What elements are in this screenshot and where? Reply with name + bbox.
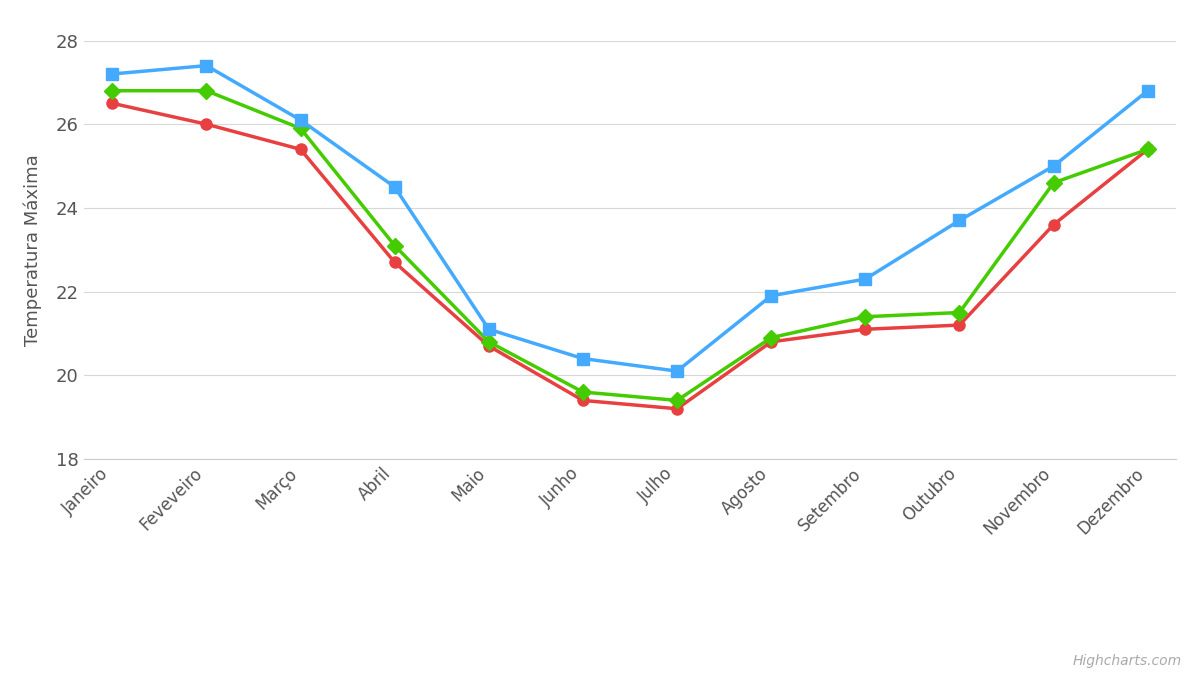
1961 – 1990 xyxy=(1140,145,1154,153)
1931 – 1960 xyxy=(1046,221,1061,229)
1931 – 1960 xyxy=(858,325,872,333)
1991 – 2020 xyxy=(106,70,120,78)
1931 – 1960 xyxy=(1140,145,1154,153)
1991 – 2020 xyxy=(953,217,967,225)
1961 – 1990 xyxy=(1046,179,1061,187)
1961 – 1990 xyxy=(199,86,214,95)
1991 – 2020 xyxy=(670,367,684,375)
1961 – 1990 xyxy=(576,388,590,396)
1961 – 1990 xyxy=(481,338,496,346)
1991 – 2020 xyxy=(199,61,214,70)
1991 – 2020 xyxy=(1046,162,1061,170)
1931 – 1960 xyxy=(388,259,402,267)
1961 – 1990 xyxy=(858,313,872,321)
1991 – 2020 xyxy=(293,116,307,124)
1931 – 1960 xyxy=(953,321,967,329)
1961 – 1990 xyxy=(764,333,779,342)
Text: Highcharts.com: Highcharts.com xyxy=(1073,654,1182,668)
1991 – 2020 xyxy=(576,354,590,362)
1931 – 1960 xyxy=(106,99,120,107)
1961 – 1990 xyxy=(106,86,120,95)
1991 – 2020 xyxy=(858,275,872,283)
Y-axis label: Temperatura Máxima: Temperatura Máxima xyxy=(23,154,42,346)
Line: 1991 – 2020: 1991 – 2020 xyxy=(107,60,1153,377)
Line: 1961 – 1990: 1961 – 1990 xyxy=(107,85,1153,406)
1961 – 1990 xyxy=(953,308,967,317)
Line: 1931 – 1960: 1931 – 1960 xyxy=(107,98,1153,414)
1931 – 1960 xyxy=(764,338,779,346)
1991 – 2020 xyxy=(764,292,779,300)
1931 – 1960 xyxy=(576,396,590,404)
1931 – 1960 xyxy=(199,120,214,128)
1931 – 1960 xyxy=(481,342,496,350)
1961 – 1990 xyxy=(293,124,307,132)
1991 – 2020 xyxy=(481,325,496,333)
1991 – 2020 xyxy=(1140,86,1154,95)
1961 – 1990 xyxy=(388,242,402,250)
1931 – 1960 xyxy=(293,145,307,153)
1991 – 2020 xyxy=(388,183,402,191)
1931 – 1960 xyxy=(670,405,684,413)
1961 – 1990 xyxy=(670,396,684,404)
